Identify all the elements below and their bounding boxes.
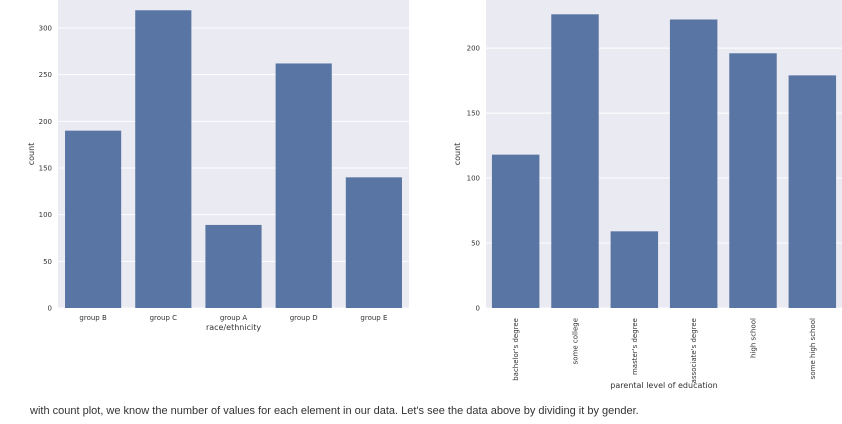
bar — [729, 53, 777, 308]
plot-background — [486, 0, 842, 308]
y-tick-label: 200 — [39, 118, 52, 126]
chart-2: 0 50 100 150 200 bachelor's degree some colleg… — [453, 0, 842, 390]
x-tick-label: some high school — [809, 318, 817, 379]
y-axis-label: count — [453, 143, 462, 166]
bar — [491, 154, 540, 308]
y-tick-label: 0 — [476, 305, 480, 313]
bar — [610, 231, 659, 308]
x-tick-label: high school — [750, 318, 758, 358]
x-axis-label: race/ethnicity — [206, 323, 261, 332]
x-tick-label: master's degree — [631, 318, 639, 375]
x-tick-label: some college — [572, 318, 580, 364]
y-tick-label: 100 — [39, 211, 52, 219]
chart-1: 0 50 100 150 200 250 300 group B group C group A g… — [27, 0, 409, 332]
x-tick-label: group D — [290, 314, 318, 322]
y-axis-label: count — [27, 143, 36, 166]
y-tick-label: 100 — [467, 175, 480, 183]
x-axis-label: parental level of education — [610, 381, 717, 390]
y-tick-label: 50 — [43, 258, 52, 266]
x-tick-label: group B — [79, 314, 107, 322]
bar — [669, 19, 718, 308]
bar — [65, 130, 122, 308]
y-tick-label: 150 — [467, 110, 480, 118]
y-tick-label: 200 — [467, 45, 480, 53]
y-tick-label: 0 — [48, 305, 52, 313]
x-tick-label: associate's degree — [690, 318, 698, 383]
bar — [135, 10, 192, 309]
caption-text: with count plot, we know the number of v… — [30, 405, 639, 417]
bar — [551, 14, 599, 309]
x-tick-label: group C — [150, 314, 178, 322]
y-tick-label: 300 — [39, 25, 52, 33]
bar — [345, 177, 402, 308]
bar — [205, 224, 262, 308]
y-tick-label: 250 — [39, 71, 52, 79]
y-tick-label: 50 — [471, 240, 480, 248]
x-tick-label: group A — [220, 314, 248, 322]
bar — [275, 63, 332, 308]
x-tick-label: bachelor's degree — [512, 318, 520, 381]
bar — [788, 75, 837, 309]
y-tick-label: 150 — [39, 165, 52, 173]
x-tick-label: group E — [360, 314, 387, 322]
